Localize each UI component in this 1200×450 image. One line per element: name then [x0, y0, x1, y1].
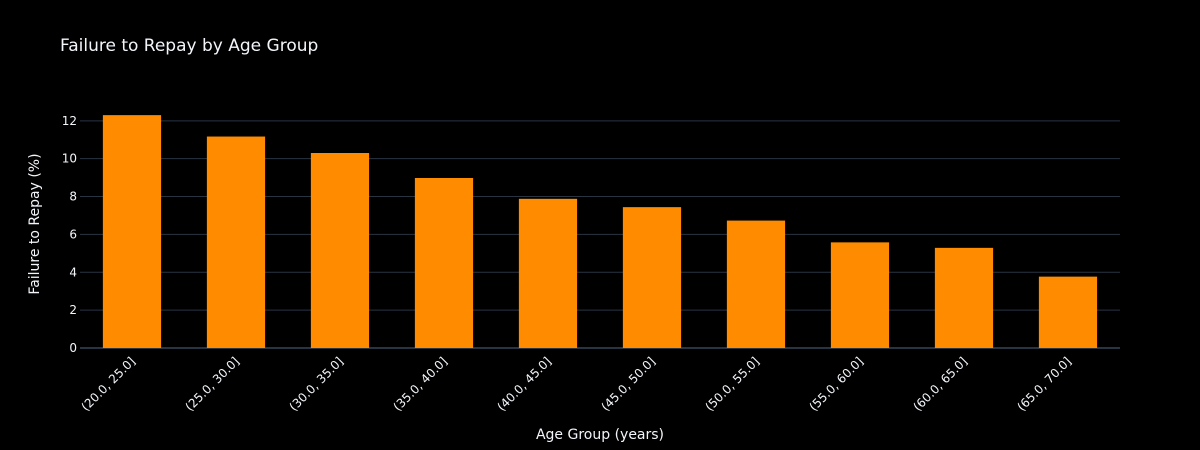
x-tick-label: (20.0, 25.0]: [78, 354, 138, 414]
x-tick-label: (30.0, 35.0]: [286, 354, 346, 414]
bar[interactable]: [934, 247, 994, 348]
y-tick-label: 2: [69, 303, 77, 317]
bar[interactable]: [1038, 276, 1098, 348]
x-tick-label: (45.0, 50.0]: [598, 354, 658, 414]
bar[interactable]: [102, 115, 162, 348]
y-tick-label: 8: [69, 190, 77, 204]
y-tick-label: 4: [69, 265, 77, 279]
y-axis-title: Failure to Repay (%): [27, 153, 43, 294]
bar[interactable]: [830, 242, 890, 348]
x-tick-label: (35.0, 40.0]: [390, 354, 450, 414]
x-tick-label: (40.0, 45.0]: [494, 354, 554, 414]
x-tick-label: (55.0, 60.0]: [806, 354, 866, 414]
bar[interactable]: [310, 153, 370, 348]
chart-title: Failure to Repay by Age Group: [60, 36, 318, 56]
y-axis-ticks: 0 2 4 6 8 10 12: [62, 114, 77, 355]
x-axis-title: Age Group (years): [536, 427, 664, 443]
bar[interactable]: [414, 177, 474, 348]
x-tick-label: (60.0, 65.0]: [910, 354, 970, 414]
y-tick-label: 0: [69, 341, 77, 355]
x-tick-label: (25.0, 30.0]: [182, 354, 242, 414]
bar[interactable]: [518, 198, 578, 348]
bars: [102, 115, 1098, 348]
x-tick-label: (65.0, 70.0]: [1014, 354, 1074, 414]
bar[interactable]: [206, 136, 266, 348]
bar[interactable]: [726, 220, 786, 348]
y-tick-label: 6: [69, 227, 77, 241]
y-tick-label: 12: [62, 114, 77, 128]
y-tick-label: 10: [62, 152, 77, 166]
x-axis-ticks: (20.0, 25.0] (25.0, 30.0] (30.0, 35.0] (35.…: [78, 354, 1074, 414]
bar[interactable]: [622, 207, 682, 348]
x-tick-label: (50.0, 55.0]: [702, 354, 762, 414]
